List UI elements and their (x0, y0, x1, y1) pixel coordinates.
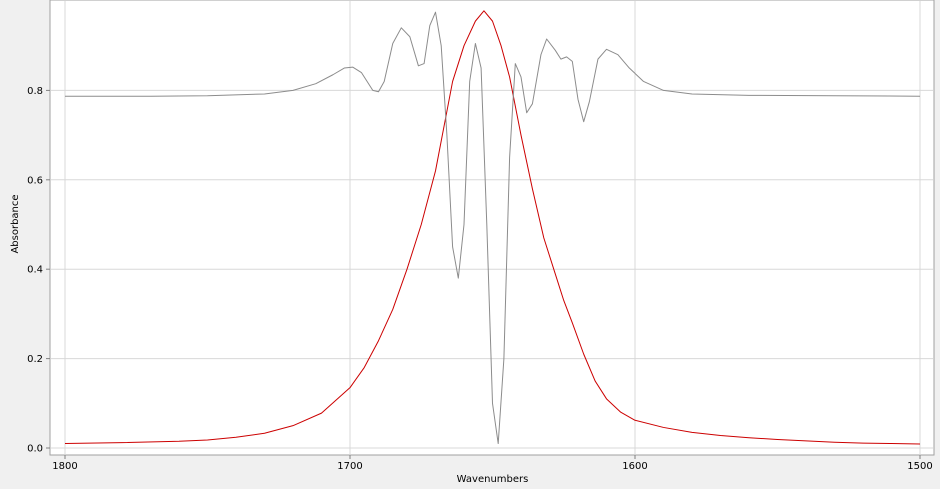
y-tick-label: 0.0 (27, 444, 43, 455)
y-tick-label: 0.2 (27, 354, 43, 365)
y-tick-label: 0.8 (27, 86, 43, 97)
series-2-line (65, 11, 921, 445)
x-tick-label: 1600 (622, 461, 647, 472)
y-axis-title: Absorbance (10, 194, 21, 253)
x-axis: 1800 1700 1600 1500 (52, 455, 933, 472)
y-axis: 0.0 0.2 0.4 0.6 0.8 (27, 86, 50, 455)
grid (51, 1, 933, 455)
y-tick-label: 0.6 (27, 175, 43, 186)
x-axis-title: Wavenumbers (457, 474, 529, 485)
y-tick-label: 0.4 (27, 265, 43, 276)
series-1-line (64, 10, 921, 445)
x-tick-label: 1500 (907, 461, 932, 472)
x-tick-label: 1700 (337, 461, 362, 472)
x-tick-label: 1800 (52, 461, 77, 472)
series-layer (64, 10, 921, 445)
